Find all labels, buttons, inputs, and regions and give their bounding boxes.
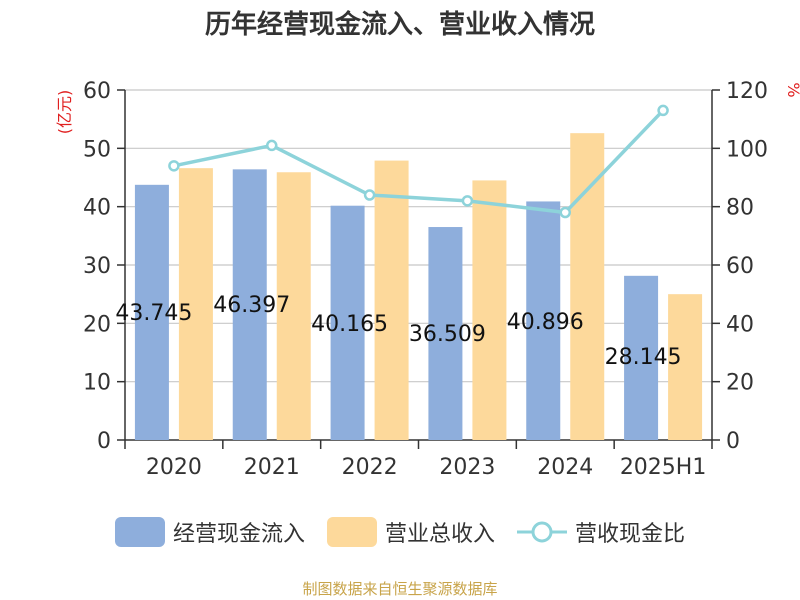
x-tick-label: 2024 [537,455,593,480]
legend-line-circle-icon [517,521,567,543]
ratio-point [461,195,474,207]
left-tick-label: 30 [83,254,111,279]
ratio-point [559,206,571,219]
right-tick-label: 80 [726,196,754,221]
ratio-point [657,104,669,117]
data-source-note: 制图数据来自恒生聚源数据库 [302,580,498,598]
right-tick-label: 0 [726,429,740,454]
right-axis-unit-label: % [784,82,800,97]
x-tick-label: 2020 [146,455,202,480]
right-tick-label: 120 [726,79,768,104]
right-tick-label: 40 [726,312,754,337]
bar-revenue [472,180,507,440]
bar-cash-inflow [624,275,659,440]
legend-label-cash-inflow: 经营现金流入 [172,522,305,547]
bar-revenue [276,172,311,440]
left-tick-label: 20 [83,312,111,337]
bar-cash-inflow [330,205,365,440]
bar-cash-inflow [428,227,463,440]
bar-revenue [570,133,605,440]
ratio-line [173,109,665,215]
chart-legend: 经营现金流入 营业总收入 营收现金比 [0,516,800,548]
legend-swatch-cash-inflow [114,517,165,547]
data-label-cash-inflow: 40.896 [507,310,584,335]
right-tick-label: 100 [726,137,768,162]
data-label-cash-inflow: 43.745 [115,301,192,326]
bar-cash-inflow [232,169,267,440]
data-label-cash-inflow: 46.397 [213,293,290,318]
left-tick-label: 10 [83,371,111,396]
legend-label-revenue: 营业总收入 [384,522,495,547]
bar-revenue [178,168,213,440]
x-tick-label: 2021 [244,455,300,480]
left-tick-label: 50 [83,137,111,162]
bar-revenue [374,160,409,441]
ratio-point [168,160,180,172]
data-label-cash-inflow: 28.145 [605,345,682,370]
legend-item-revenue[interactable]: 营业总收入 [326,516,495,548]
right-tick-label: 60 [726,254,754,279]
bar-revenue [668,294,703,440]
legend-label-ratio: 营收现金比 [575,522,686,547]
x-tick-label: 2022 [342,455,398,480]
left-axis-unit-label: (亿元) [55,90,74,135]
x-tick-label: 2023 [439,455,495,480]
x-tick-label: 2025H1 [620,455,707,480]
data-label-cash-inflow: 36.509 [409,322,486,347]
data-label-cash-inflow: 40.165 [311,312,388,337]
legend-item-cash-inflow[interactable]: 经营现金流入 [114,516,305,548]
legend-swatch-revenue [326,517,377,547]
left-tick-label: 0 [97,429,111,454]
ratio-point [266,139,278,152]
left-tick-label: 60 [83,79,111,104]
bar-cash-inflow [526,201,561,440]
bar-cash-inflow [134,184,169,440]
ratio-point [363,189,376,201]
right-tick-label: 20 [726,371,754,396]
chart-title: 历年经营现金流入、营业收入情况 [204,10,595,40]
legend-item-ratio[interactable]: 营收现金比 [517,516,685,548]
left-tick-label: 40 [83,196,111,221]
